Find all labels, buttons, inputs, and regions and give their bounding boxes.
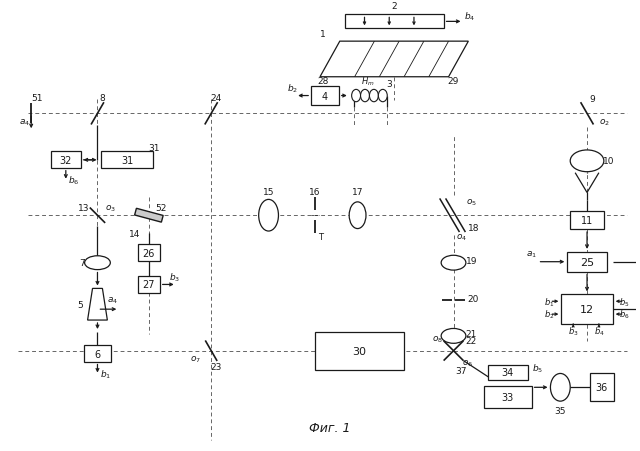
Text: 22: 22: [466, 336, 477, 345]
Text: 15: 15: [263, 188, 275, 197]
Text: 31: 31: [148, 144, 159, 153]
Text: $a_1$: $a_1$: [526, 249, 537, 259]
Ellipse shape: [84, 256, 110, 270]
Bar: [488, 365, 528, 380]
Text: 24: 24: [211, 94, 222, 103]
Text: 7: 7: [79, 258, 84, 267]
Text: $b_6$: $b_6$: [68, 174, 79, 186]
Text: 29: 29: [448, 77, 460, 86]
Ellipse shape: [441, 329, 466, 344]
Text: 52: 52: [155, 203, 166, 212]
Bar: [51, 152, 81, 169]
Text: 12: 12: [580, 304, 594, 314]
Text: 18: 18: [468, 223, 479, 232]
Ellipse shape: [550, 373, 570, 401]
Text: $b_4$: $b_4$: [593, 325, 604, 337]
Polygon shape: [134, 209, 163, 223]
Text: $b_6$: $b_6$: [620, 308, 630, 321]
Ellipse shape: [351, 90, 360, 102]
Text: 35: 35: [555, 405, 566, 414]
Bar: [484, 387, 532, 408]
Text: 28: 28: [317, 77, 329, 86]
Text: Фиг. 1: Фиг. 1: [309, 421, 351, 434]
Text: 27: 27: [143, 280, 155, 290]
Text: $b_3$: $b_3$: [169, 271, 180, 283]
Text: 30: 30: [353, 346, 367, 356]
Bar: [567, 252, 607, 272]
Text: 26: 26: [143, 248, 155, 258]
Text: 32: 32: [60, 156, 72, 166]
Text: 8: 8: [100, 94, 106, 103]
Text: $b_1$: $b_1$: [100, 368, 111, 380]
Text: 36: 36: [596, 382, 608, 392]
Polygon shape: [88, 289, 108, 320]
Text: $a_4$: $a_4$: [107, 295, 118, 305]
Ellipse shape: [259, 200, 278, 231]
Text: $o_2$: $o_2$: [600, 117, 611, 127]
Text: 37: 37: [456, 366, 467, 375]
Text: 33: 33: [502, 392, 514, 402]
Text: 13: 13: [78, 203, 90, 212]
Text: $o_8$: $o_8$: [432, 334, 443, 344]
Bar: [570, 212, 604, 230]
Bar: [101, 152, 153, 169]
Text: $o_7$: $o_7$: [190, 354, 201, 364]
Text: 2: 2: [392, 2, 397, 11]
Text: 19: 19: [465, 257, 477, 266]
Text: 4: 4: [322, 92, 328, 101]
Ellipse shape: [369, 90, 378, 102]
Bar: [561, 295, 612, 324]
Text: 17: 17: [352, 188, 364, 197]
Ellipse shape: [441, 256, 466, 271]
Text: 16: 16: [309, 188, 321, 197]
Bar: [311, 87, 339, 106]
Ellipse shape: [360, 90, 369, 102]
Text: $o_4$: $o_4$: [456, 232, 467, 243]
Text: 5: 5: [77, 300, 83, 309]
Text: $b_4$: $b_4$: [463, 10, 475, 23]
Text: 10: 10: [603, 157, 614, 166]
Text: $o_5$: $o_5$: [466, 197, 477, 207]
Bar: [138, 276, 160, 293]
Text: 1: 1: [320, 30, 326, 39]
Text: $b_3$: $b_3$: [568, 325, 579, 337]
Text: 20: 20: [468, 294, 479, 303]
Polygon shape: [320, 42, 468, 78]
Ellipse shape: [570, 151, 604, 172]
Ellipse shape: [349, 202, 366, 229]
Text: $o_6$: $o_6$: [461, 358, 473, 368]
Text: $b_1$: $b_1$: [544, 295, 555, 308]
Text: $a_4$: $a_4$: [19, 117, 30, 127]
Text: 21: 21: [466, 330, 477, 339]
Text: $b_5$: $b_5$: [620, 295, 630, 308]
Bar: [84, 345, 111, 362]
Text: $b_2$: $b_2$: [287, 82, 298, 95]
Bar: [138, 245, 160, 262]
Text: 31: 31: [121, 156, 133, 166]
Text: 51: 51: [31, 94, 43, 103]
Bar: [345, 15, 444, 29]
Text: 11: 11: [581, 216, 593, 226]
Text: 14: 14: [129, 229, 141, 238]
Text: 6: 6: [95, 349, 100, 359]
Text: $b_5$: $b_5$: [532, 361, 543, 374]
Text: 9: 9: [589, 95, 595, 104]
Text: T: T: [319, 233, 323, 242]
Text: 34: 34: [502, 368, 514, 377]
Text: 23: 23: [211, 362, 222, 371]
Text: 25: 25: [580, 257, 594, 267]
Text: $H_m$: $H_m$: [361, 75, 374, 88]
Bar: [315, 332, 404, 370]
Ellipse shape: [378, 90, 387, 102]
Text: $o_3$: $o_3$: [105, 202, 116, 213]
Text: 3: 3: [387, 80, 392, 89]
Bar: [590, 373, 614, 401]
Text: $b_2$: $b_2$: [544, 308, 555, 321]
